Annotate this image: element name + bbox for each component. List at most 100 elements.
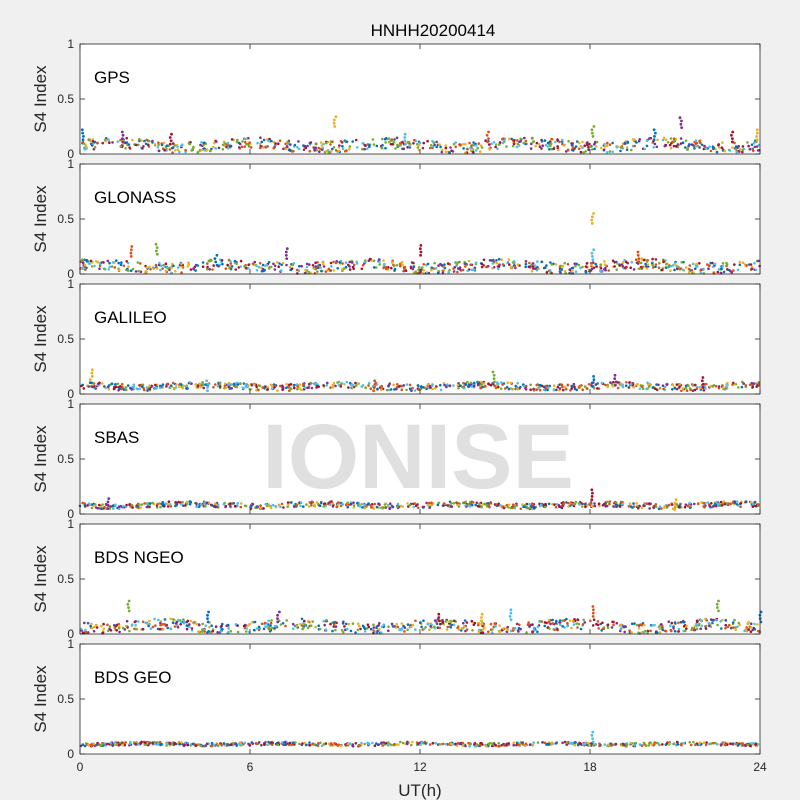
data-point — [524, 265, 527, 269]
data-point — [189, 619, 193, 623]
data-point — [313, 743, 316, 746]
data-point — [257, 265, 261, 269]
data-point — [158, 261, 161, 265]
data-point — [470, 385, 474, 388]
data-point — [372, 623, 375, 627]
data-point — [734, 742, 738, 746]
data-point — [357, 624, 361, 628]
data-point — [501, 263, 505, 266]
data-point — [146, 389, 149, 392]
data-point — [636, 504, 639, 508]
data-point — [270, 139, 273, 143]
data-point — [600, 381, 604, 385]
data-point — [590, 381, 594, 385]
data-point — [536, 741, 540, 744]
data-point — [501, 141, 505, 145]
data-point — [114, 385, 118, 389]
data-point — [581, 623, 585, 626]
data-point — [623, 142, 627, 145]
data-point — [107, 629, 110, 632]
data-point — [314, 142, 318, 146]
data-point — [191, 742, 195, 746]
data-point — [506, 625, 510, 629]
data-point — [412, 505, 416, 509]
data-point — [637, 257, 641, 260]
data-point — [418, 266, 421, 269]
data-point — [739, 502, 743, 505]
data-point — [127, 599, 131, 603]
data-point — [558, 387, 562, 390]
data-point — [417, 268, 420, 272]
data-point — [528, 261, 531, 265]
data-point — [156, 742, 160, 746]
data-point — [80, 128, 84, 132]
data-point — [230, 265, 234, 268]
data-point — [456, 501, 459, 505]
data-point — [607, 743, 610, 746]
data-point — [708, 504, 711, 508]
data-point — [530, 142, 533, 146]
data-point — [494, 624, 497, 628]
data-point — [358, 503, 362, 506]
data-point — [633, 144, 637, 148]
data-point — [597, 502, 601, 506]
data-point — [751, 385, 755, 389]
data-point — [581, 742, 585, 746]
data-point — [542, 503, 546, 507]
data-point — [507, 387, 511, 391]
data-point — [268, 139, 271, 143]
data-point — [730, 271, 733, 274]
data-point — [380, 741, 383, 744]
data-point — [573, 743, 576, 747]
data-point — [266, 743, 269, 747]
data-point — [543, 139, 547, 142]
data-point — [341, 144, 344, 148]
data-point — [574, 264, 577, 268]
data-point — [532, 741, 536, 744]
data-point — [107, 497, 111, 500]
data-point — [180, 383, 183, 386]
data-point — [83, 744, 87, 748]
data-point — [334, 625, 338, 628]
data-point — [243, 741, 247, 745]
data-point — [292, 386, 296, 390]
data-point — [157, 263, 161, 267]
data-point — [148, 384, 151, 388]
data-point — [354, 381, 357, 385]
data-point — [645, 502, 649, 506]
data-point — [536, 260, 539, 263]
data-point — [148, 742, 151, 745]
data-point — [546, 388, 549, 392]
data-point — [444, 144, 448, 147]
data-point — [98, 381, 101, 385]
data-point — [395, 136, 399, 140]
data-point — [610, 626, 614, 629]
data-point — [660, 268, 664, 272]
data-point — [502, 627, 505, 630]
data-point — [108, 625, 112, 628]
data-point — [325, 149, 328, 153]
data-point — [523, 503, 527, 507]
data-point — [404, 269, 408, 273]
data-point — [479, 144, 483, 147]
data-point — [638, 743, 642, 746]
data-point — [229, 259, 232, 263]
data-point — [655, 631, 659, 634]
data-point — [688, 264, 692, 267]
data-point — [201, 383, 205, 386]
data-point — [405, 388, 408, 392]
data-point — [84, 628, 87, 632]
data-point — [430, 501, 433, 505]
data-point — [516, 629, 520, 632]
data-point — [469, 381, 473, 385]
data-point — [605, 504, 609, 508]
data-point — [378, 260, 381, 263]
data-point — [245, 630, 248, 633]
data-point — [303, 619, 306, 623]
data-point — [360, 267, 364, 271]
data-point — [642, 265, 645, 269]
data-point — [756, 149, 760, 152]
data-point — [686, 504, 690, 508]
data-point — [377, 502, 381, 506]
data-point — [186, 265, 190, 268]
